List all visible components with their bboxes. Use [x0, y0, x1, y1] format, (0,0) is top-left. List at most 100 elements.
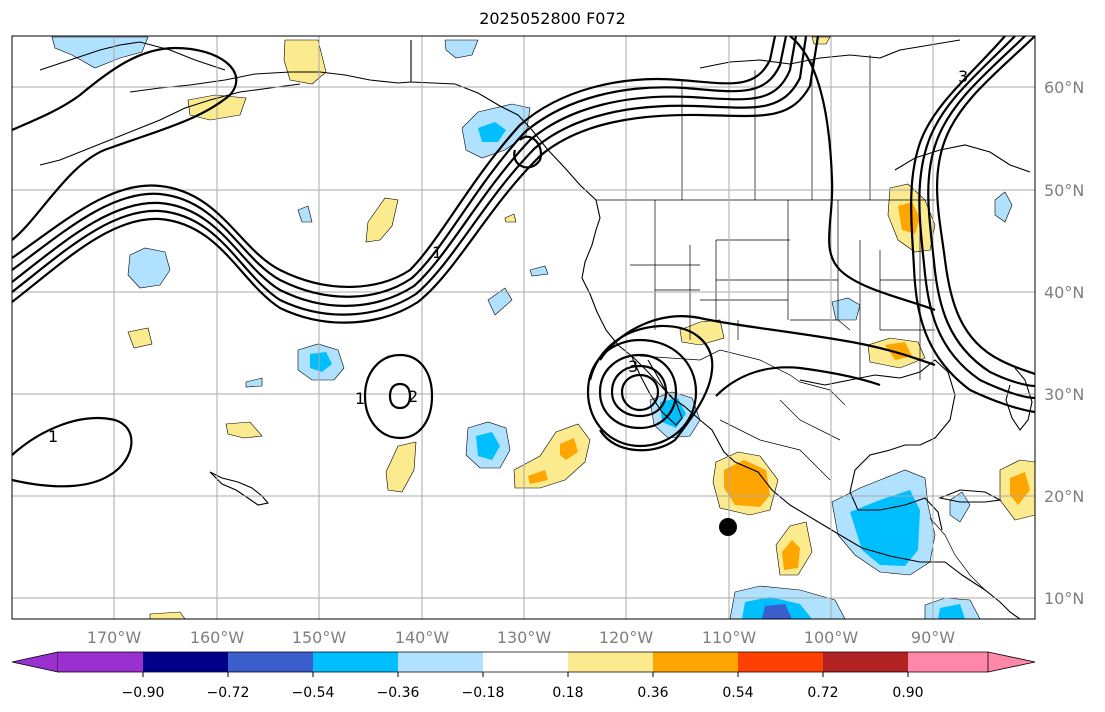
colorbar-label-0: −0.90: [122, 685, 165, 701]
contour-trough-east-1: [936, 36, 1035, 376]
lat-label-20n: 20°N: [1044, 487, 1084, 506]
colorbar-outline: [58, 651, 988, 673]
latitude-labels: 60°N 50°N 40°N 30°N 20°N 10°N: [1044, 78, 1084, 608]
map-title: 2025052800 F072: [479, 9, 626, 28]
shade-khaki-mid1: [365, 197, 399, 243]
colorbar-bin-royal-blue: [228, 652, 314, 672]
contour-trough-east-3: [918, 36, 1035, 400]
shade-khaki-west: [127, 327, 153, 349]
contour-alaska-swirl: [513, 135, 543, 169]
lon-label-90w: 90°W: [911, 628, 955, 647]
colorbar: −0.90 −0.72 −0.54 −0.36 −0.18 0.18 0.36 …: [11, 651, 1036, 701]
map-frame: [11, 35, 1036, 620]
shade-khaki-small2: [504, 213, 517, 223]
contour-jet-4: [12, 36, 808, 316]
shade-sky-core-alaska: [478, 122, 506, 142]
longitude-labels: 170°W 160°W 150°W 140°W 130°W 120°W 110°…: [87, 628, 955, 647]
contour-low-2: [610, 364, 668, 418]
colorbar-label-4: −0.18: [462, 685, 505, 701]
lon-label-150w: 150°W: [292, 628, 347, 647]
contour-labels: 1 1 2 3 3 1: [48, 67, 968, 446]
shade-light-blue-tx: [831, 297, 861, 321]
contour-closed-2-inner: [388, 382, 412, 410]
shade-royal-core-pac: [762, 604, 792, 619]
colorbar-bin-firebrick: [823, 652, 909, 672]
contour-label-3b: 3: [958, 67, 968, 86]
shade-orange-atl: [1010, 472, 1030, 505]
border-mexico-states: [719, 399, 841, 481]
coast-bering: [39, 41, 226, 71]
contour-low-outer: [599, 315, 936, 367]
colorbar-label-3: −0.36: [377, 685, 420, 701]
coast-hawaii: [209, 471, 270, 506]
colorbar-bin-deep-sky-blue: [313, 652, 399, 672]
shade-light-blue-hudson: [994, 191, 1013, 223]
contour-label-1b: 1: [355, 389, 365, 408]
colorbar-label-7: 0.54: [722, 685, 753, 701]
contour-closed-2: [363, 353, 434, 440]
lat-label-50n: 50°N: [1044, 181, 1084, 200]
lon-label-100w: 100°W: [804, 628, 859, 647]
contour-label-3a: 3: [628, 357, 638, 376]
shade-sky-core-south: [476, 432, 500, 460]
colorbar-label-8: 0.72: [807, 685, 838, 701]
shade-khaki-small1: [149, 611, 186, 619]
contour-low-extend: [715, 366, 881, 397]
colorbar-label-2: −0.54: [292, 685, 335, 701]
graticule: [12, 36, 1035, 619]
contour-west-1: [12, 417, 133, 488]
contour-jet-3: [12, 36, 798, 307]
contour-jet-5: [12, 36, 820, 324]
lat-label-60n: 60°N: [1044, 78, 1084, 97]
shade-light-blue-carib: [949, 491, 971, 523]
location-marker: [719, 518, 737, 536]
shade-khaki-n1: [283, 39, 327, 85]
colorbar-label-5: 0.18: [552, 685, 583, 701]
coast-alaska-peninsula: [129, 71, 412, 93]
colorbar-extend-high: [987, 651, 1036, 673]
lat-label-30n: 30°N: [1044, 385, 1084, 404]
shade-khaki-mid2: [225, 421, 263, 439]
contour-trough-east-4: [910, 36, 1035, 414]
colorbar-ticks: [142, 672, 909, 677]
contour-jet-1: [12, 36, 777, 288]
shade-light-blue-west: [127, 247, 171, 289]
shade-khaki-mid3: [385, 441, 417, 493]
colorbar-bin-khaki: [568, 652, 654, 672]
contour-label-2: 2: [408, 387, 418, 406]
shade-light-blue-n: [444, 39, 479, 59]
contours: [12, 36, 1035, 488]
lon-label-170w: 170°W: [87, 628, 142, 647]
shade-sky-core-se: [938, 604, 965, 619]
colorbar-bin-orange: [653, 652, 739, 672]
lat-label-10n: 10°N: [1044, 589, 1084, 608]
contour-trough-east-2: [927, 36, 1035, 388]
contour-ridge-west: [789, 36, 936, 312]
colorbar-bin-pink: [908, 652, 988, 672]
shade-light-blue-small4: [245, 377, 263, 388]
contour-low-4: [586, 338, 698, 448]
contour-jet-6: [12, 46, 238, 241]
lon-label-160w: 160°W: [190, 628, 245, 647]
colorbar-bin-navy: [143, 652, 229, 672]
contour-low-1: [598, 353, 678, 430]
political-borders: [410, 40, 986, 591]
lon-label-140w: 140°W: [395, 628, 450, 647]
coast-florida: [1005, 367, 1033, 431]
contour-label-1a: 1: [48, 427, 58, 446]
coast-canada-north: [699, 39, 961, 69]
colorbar-bin-orange-red: [738, 652, 824, 672]
colorbar-label-9: 0.90: [892, 685, 923, 701]
contour-label-1c: 1: [432, 243, 442, 262]
contour-jet-2: [12, 36, 788, 298]
shade-light-blue-small2: [529, 265, 549, 277]
border-central-america: [929, 517, 986, 591]
lon-label-130w: 130°W: [497, 628, 552, 647]
lat-label-40n: 40°N: [1044, 283, 1084, 302]
colorbar-bin-light-blue: [398, 652, 484, 672]
shade-orange-mexs: [782, 540, 800, 570]
shade-orange-lakes: [898, 202, 920, 234]
border-states-1: [630, 200, 935, 380]
colorbar-label-6: 0.36: [637, 685, 668, 701]
